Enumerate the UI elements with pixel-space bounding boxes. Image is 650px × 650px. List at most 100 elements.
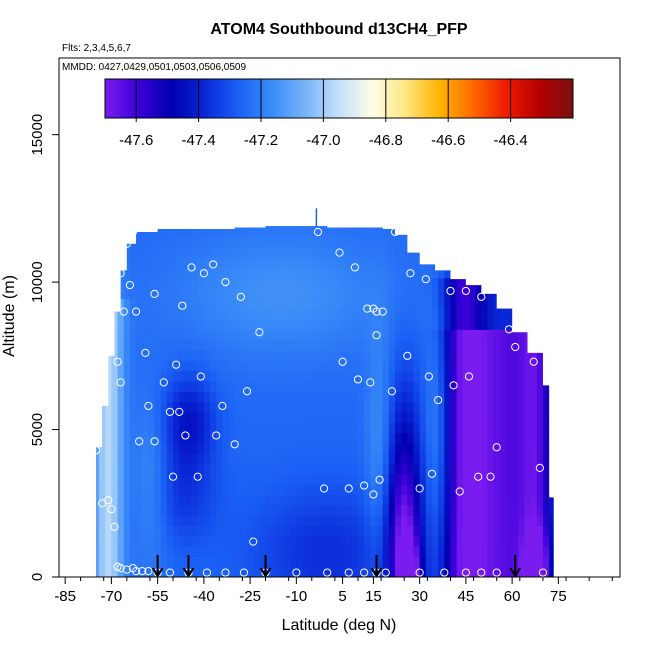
field-cell <box>444 556 452 568</box>
field-cell <box>339 463 347 475</box>
field-cell <box>191 277 199 289</box>
field-cell <box>240 277 248 289</box>
field-cell <box>357 535 365 547</box>
field-cell <box>413 525 421 537</box>
sample-point <box>313 227 323 237</box>
field-cell <box>277 277 285 289</box>
field-cell <box>142 411 149 423</box>
field-cell <box>302 422 310 434</box>
field-cell <box>111 556 119 568</box>
field-cell <box>240 246 248 258</box>
field-cell <box>136 277 143 289</box>
field-cell <box>394 360 402 372</box>
field-cell <box>173 556 180 568</box>
field-cell <box>166 401 174 413</box>
field-cell <box>129 329 137 341</box>
field-cell <box>407 298 415 310</box>
field-cell <box>425 504 433 516</box>
field-cell <box>388 391 396 403</box>
field-cell <box>370 370 378 382</box>
field-cell <box>284 288 291 299</box>
field-cell <box>136 535 143 547</box>
field-cell <box>499 556 507 568</box>
field-cell <box>419 298 427 310</box>
field-cell <box>499 329 507 341</box>
field-cell <box>216 566 223 578</box>
field-cell <box>462 525 470 537</box>
field-cell <box>407 515 415 526</box>
field-cell <box>364 267 371 279</box>
field-cell <box>265 391 273 403</box>
field-cell <box>468 360 476 372</box>
field-cell <box>203 556 211 568</box>
field-cell <box>475 442 482 454</box>
field-cell <box>382 422 390 434</box>
field-cell <box>345 349 353 361</box>
field-cell <box>142 226 149 238</box>
field-cell <box>234 370 242 382</box>
field-cell <box>425 360 433 372</box>
field-cell <box>487 422 495 434</box>
field-cell <box>308 473 316 485</box>
field-cell <box>345 473 353 485</box>
field-cell <box>401 246 408 258</box>
field-cell <box>370 535 378 547</box>
field-cell <box>524 504 532 516</box>
field-cell <box>154 298 162 310</box>
field-cell <box>129 453 137 465</box>
field-cell <box>234 484 242 496</box>
field-cell <box>197 473 205 485</box>
field-cell <box>203 411 211 423</box>
field-cell <box>450 463 458 475</box>
field-cell <box>265 360 273 372</box>
field-cell <box>468 525 476 537</box>
field-cell <box>364 546 371 557</box>
field-cell <box>536 556 544 568</box>
field-cell <box>339 515 347 526</box>
field-cell <box>431 515 439 526</box>
field-cell <box>524 535 532 547</box>
field-cell <box>197 453 205 465</box>
field-cell <box>542 257 550 268</box>
colorbar-tick-label: -47.2 <box>244 132 278 149</box>
field-cell <box>117 370 125 382</box>
field-cell <box>518 432 526 444</box>
field-cell <box>499 432 507 444</box>
field-cell <box>431 339 439 351</box>
field-cell <box>438 422 445 434</box>
field-cell <box>247 329 254 341</box>
field-cell <box>87 474 94 485</box>
field-cell <box>419 515 427 526</box>
field-cell <box>296 236 304 248</box>
field-cell <box>382 515 390 526</box>
field-cell <box>321 318 328 330</box>
field-cell <box>265 277 273 289</box>
field-cell <box>271 494 279 506</box>
sample-point <box>403 351 412 360</box>
field-cell <box>407 308 415 320</box>
sample-point <box>165 407 175 416</box>
sample-point <box>144 401 153 411</box>
field-cell <box>117 432 125 444</box>
field-cell <box>160 546 168 557</box>
field-cell <box>222 267 230 279</box>
field-cell <box>290 380 297 392</box>
field-cell <box>450 525 458 537</box>
field-cell <box>191 546 199 557</box>
field-cell <box>456 226 464 227</box>
field-cell <box>345 422 353 434</box>
field-cell <box>456 391 464 403</box>
field-cell <box>148 463 156 475</box>
field-cell <box>290 277 297 289</box>
field-cell <box>394 442 402 454</box>
field-cell <box>339 535 347 547</box>
field-cell <box>351 246 359 258</box>
field-cell <box>129 556 137 568</box>
field-cell <box>487 556 495 568</box>
field-cell <box>240 288 248 299</box>
field-cell <box>407 432 415 444</box>
field-cell <box>345 494 353 506</box>
field-cell <box>95 318 100 330</box>
field-cell <box>487 360 495 372</box>
field-cell <box>376 236 384 248</box>
